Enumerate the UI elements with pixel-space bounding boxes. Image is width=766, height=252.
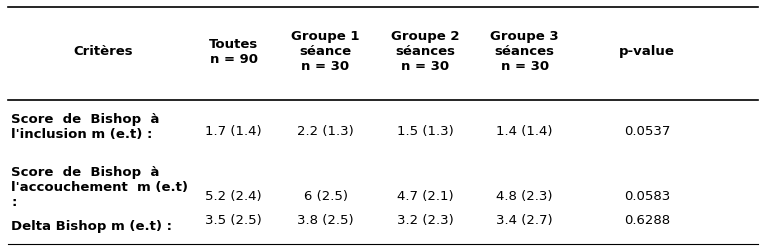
Text: 5.2 (2.4): 5.2 (2.4) [205,189,262,202]
Text: Groupe 1
séance
n = 30: Groupe 1 séance n = 30 [291,30,360,73]
Text: Critères: Critères [74,45,133,58]
Text: 6 (2.5): 6 (2.5) [303,189,348,202]
Text: Score  de  Bishop  à
l'accouchement  m (e.t)
:: Score de Bishop à l'accouchement m (e.t)… [11,165,188,208]
Text: 1.5 (1.3): 1.5 (1.3) [397,124,453,138]
Text: Toutes
n = 90: Toutes n = 90 [209,38,258,66]
Text: 1.7 (1.4): 1.7 (1.4) [205,124,262,138]
Text: 0.0583: 0.0583 [624,189,670,202]
Text: 2.2 (1.3): 2.2 (1.3) [297,124,354,138]
Text: 4.7 (2.1): 4.7 (2.1) [397,189,453,202]
Text: Groupe 3
séances
n = 30: Groupe 3 séances n = 30 [490,30,559,73]
Text: 4.8 (2.3): 4.8 (2.3) [496,189,553,202]
Text: 3.8 (2.5): 3.8 (2.5) [297,213,354,226]
Text: Delta Bishop m (e.t) :: Delta Bishop m (e.t) : [11,219,172,232]
Text: 3.5 (2.5): 3.5 (2.5) [205,213,262,226]
Text: Groupe 2
séances
n = 30: Groupe 2 séances n = 30 [391,30,460,73]
Text: p-value: p-value [620,45,675,58]
Text: 3.4 (2.7): 3.4 (2.7) [496,213,553,226]
Text: 3.2 (2.3): 3.2 (2.3) [397,213,453,226]
Text: Score  de  Bishop  à
l'inclusion m (e.t) :: Score de Bishop à l'inclusion m (e.t) : [11,112,160,140]
Text: 0.6288: 0.6288 [624,213,670,226]
Text: 1.4 (1.4): 1.4 (1.4) [496,124,553,138]
Text: 0.0537: 0.0537 [624,124,670,138]
